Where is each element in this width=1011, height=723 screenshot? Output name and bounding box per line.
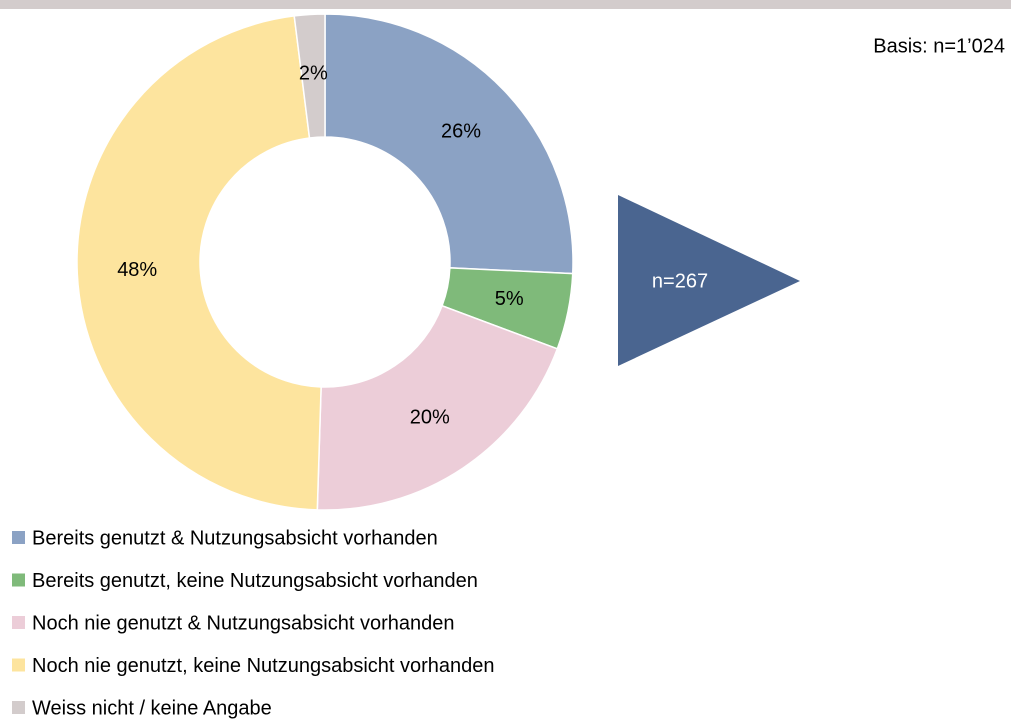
legend-label: Bereits genutzt, keine Nutzungsabsicht v… [32,570,478,592]
basis-note: Basis: n=1’024 [873,35,1005,57]
donut-slice [316,304,559,511]
callout-label: n=267 [652,270,708,292]
legend-label: Weiss nicht / keine Angabe [32,697,272,719]
legend-swatch [12,701,25,714]
data-label: 5% [495,288,524,310]
top-band [0,0,1011,9]
donut-slice [293,13,326,139]
legend-swatch [12,573,25,587]
data-label: 2% [299,63,328,85]
legend-label: Bereits genutzt & Nutzungsabsicht vorhan… [32,527,438,549]
legend-label: Noch nie genutzt & Nutzungsabsicht vorha… [32,612,455,634]
data-label: 20% [410,406,450,428]
data-label: 26% [441,120,481,142]
legend-swatch [12,616,25,629]
donut-slice [76,15,322,511]
legend-swatch [12,531,25,544]
legend-label: Noch nie genutzt, keine Nutzungsabsicht … [32,655,495,677]
donut-slice [324,13,574,275]
legend-swatch [12,658,25,672]
callout-arrow [618,195,800,366]
data-label: 48% [117,259,157,281]
